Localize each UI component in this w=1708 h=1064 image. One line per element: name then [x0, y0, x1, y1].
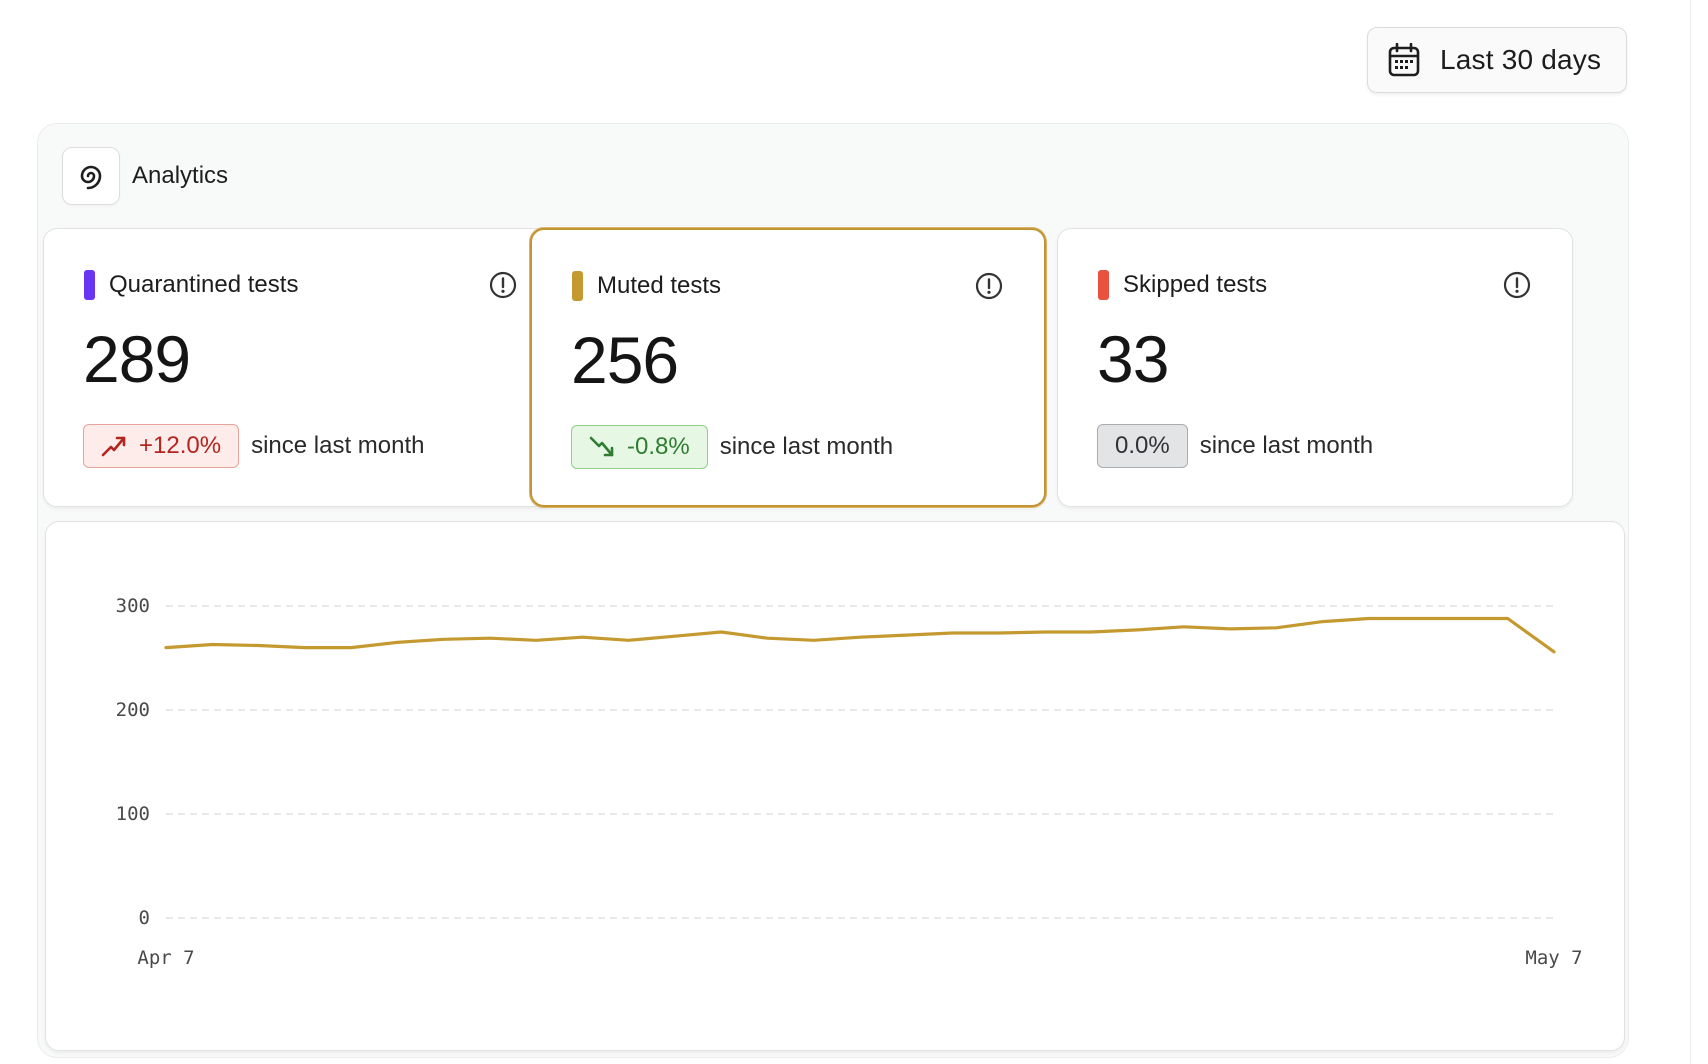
card-value: 33: [1097, 322, 1169, 396]
analytics-header: Analytics: [62, 147, 228, 205]
delta-value: 0.0%: [1115, 432, 1170, 459]
analytics-title: Analytics: [132, 162, 229, 189]
info-icon[interactable]: [488, 270, 518, 300]
y-tick-label: 300: [116, 595, 150, 617]
series-color-swatch: [572, 271, 583, 301]
analytics-panel: Analytics Quarantined tests 289 +12.0% s…: [37, 123, 1629, 1058]
trend-chart: 0 100 200 300 Apr 7 May 7: [116, 595, 1583, 969]
trend-chart-card: 0 100 200 300 Apr 7 May 7: [45, 521, 1625, 1051]
info-icon[interactable]: [974, 271, 1004, 301]
series-color-swatch: [1098, 270, 1109, 300]
x-tick-label: Apr 7: [137, 947, 194, 969]
since-label: since last month: [251, 432, 425, 459]
delta-value: +12.0%: [139, 432, 222, 459]
skipped-tests-card[interactable]: Skipped tests 33 0.0% since last month: [1057, 228, 1573, 507]
muted-tests-card[interactable]: Muted tests 256 -0.8% since last month: [530, 228, 1046, 507]
delta-value: -0.8%: [627, 433, 690, 460]
date-range-label: Last 30 days: [1440, 44, 1602, 75]
date-range-button[interactable]: Last 30 days: [1367, 27, 1627, 93]
page-edge-divider: [1690, 0, 1691, 1064]
since-label: since last month: [1199, 432, 1374, 459]
y-tick-label: 100: [116, 803, 150, 825]
delta-badge: -0.8%: [571, 425, 708, 469]
y-tick-label: 0: [139, 907, 150, 929]
calendar-icon: [1388, 43, 1420, 77]
analytics-icon-box: [62, 147, 120, 205]
trend-up-icon: [101, 436, 126, 457]
y-tick-label: 200: [116, 699, 150, 721]
card-title: Muted tests: [597, 272, 722, 299]
card-value: 289: [83, 322, 191, 396]
card-value: 256: [571, 323, 679, 397]
delta-badge: +12.0%: [83, 424, 240, 468]
series-line: [164, 616, 1556, 654]
card-title: Skipped tests: [1123, 271, 1268, 298]
delta-badge: 0.0%: [1097, 424, 1188, 468]
card-title: Quarantined tests: [109, 271, 299, 298]
info-icon[interactable]: [1502, 270, 1532, 300]
quarantined-tests-card[interactable]: Quarantined tests 289 +12.0% since last …: [43, 228, 559, 507]
since-label: since last month: [719, 433, 894, 460]
x-tick-label: May 7: [1525, 947, 1582, 969]
trend-down-icon: [589, 436, 614, 457]
analytics-spiral-icon: [80, 165, 102, 190]
series-color-swatch: [84, 270, 95, 300]
